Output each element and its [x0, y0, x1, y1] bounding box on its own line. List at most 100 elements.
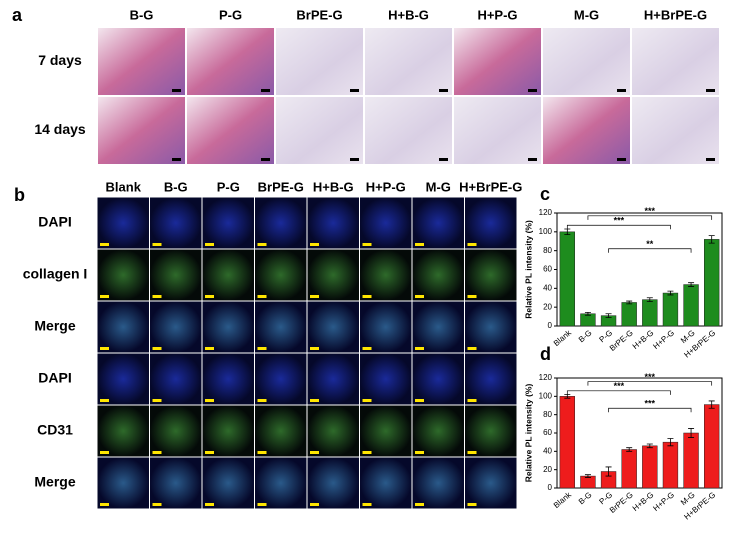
column-header: H+B-G — [313, 179, 354, 194]
fluorescence-image — [150, 197, 202, 249]
y-tick-label: 120 — [539, 208, 553, 217]
fluorescence-image — [255, 197, 307, 249]
scale-bar — [152, 503, 162, 506]
scale-bar — [528, 89, 537, 92]
scale-bar — [415, 243, 424, 246]
bar — [559, 396, 575, 489]
scale-bar — [172, 89, 181, 92]
y-tick-label: 20 — [543, 302, 552, 311]
row-label: Merge — [34, 474, 75, 490]
scale-bar — [310, 503, 319, 506]
scale-bar — [205, 451, 214, 454]
fluorescence-image — [202, 301, 254, 353]
histology-image — [276, 28, 363, 95]
histology-image — [276, 97, 363, 164]
bar — [642, 299, 658, 327]
scale-bar — [528, 158, 537, 161]
x-tick-label: Blank — [552, 328, 574, 348]
y-tick-label: 80 — [543, 410, 552, 419]
scale-bar — [205, 295, 214, 298]
fluorescence-image — [202, 353, 254, 405]
y-tick-label: 120 — [539, 373, 553, 382]
column-header: P-G — [219, 7, 242, 22]
error-bar — [584, 311, 591, 316]
fluorescence-image — [150, 353, 202, 405]
scale-bar — [362, 503, 372, 506]
bar — [662, 292, 679, 327]
scale-bar — [706, 158, 715, 161]
scale-bar — [100, 451, 109, 454]
scale-bar — [362, 295, 372, 298]
scale-bar — [310, 451, 319, 454]
significance-bracket — [608, 248, 692, 253]
fluorescence-image — [360, 353, 412, 405]
scale-bar — [205, 503, 214, 506]
fluorescence-image — [412, 353, 464, 405]
error-bar — [584, 474, 591, 478]
scale-bar — [152, 451, 162, 454]
error-bar — [667, 290, 674, 296]
fluorescence-image — [307, 457, 359, 509]
scale-bar — [617, 89, 626, 92]
y-axis-label: Relative PL intensity (%) — [523, 220, 533, 319]
scale-bar — [415, 347, 424, 350]
significance-bracket — [587, 381, 713, 386]
fluorescence-image — [97, 405, 149, 457]
scale-bar — [100, 243, 109, 246]
fluorescence-image — [97, 197, 149, 249]
fluorescence-image — [150, 249, 202, 301]
significance-bracket — [608, 407, 692, 413]
fluorescence-image — [360, 457, 412, 509]
scale-bar — [152, 295, 162, 298]
fluorescence-image — [150, 405, 202, 457]
error-bar — [605, 466, 612, 477]
scale-bar — [100, 295, 109, 298]
scale-bar — [362, 243, 372, 246]
fluorescence-image — [412, 249, 464, 301]
scale-bar — [415, 399, 424, 402]
fluorescence-image — [360, 197, 412, 249]
column-header: BrPE-G — [296, 7, 342, 22]
scale-bar — [100, 347, 109, 350]
x-tick-label: H+B-G — [631, 328, 656, 351]
y-tick-label: 60 — [543, 428, 552, 437]
histology-image — [187, 28, 274, 95]
bar — [559, 231, 575, 327]
error-bar — [626, 300, 633, 305]
panel-label: b — [14, 185, 25, 205]
bar — [704, 404, 720, 489]
column-header: BrPE-G — [258, 179, 304, 194]
x-tick-label: H+B-G — [631, 490, 656, 513]
histology-image — [543, 97, 630, 164]
scale-bar — [257, 399, 267, 402]
histology-image — [454, 28, 541, 95]
row-label: 14 days — [34, 121, 86, 137]
fluorescence-image — [360, 301, 412, 353]
scale-bar — [310, 243, 319, 246]
bar — [642, 445, 658, 489]
panel-label: c — [540, 184, 550, 204]
significance-bracket — [566, 390, 671, 395]
scale-bar — [362, 347, 372, 350]
column-header: Blank — [106, 179, 142, 194]
y-tick-label: 40 — [543, 446, 552, 455]
y-tick-label: 100 — [539, 391, 553, 400]
scale-bar — [439, 158, 448, 161]
scale-bar — [415, 295, 424, 298]
scale-bar — [617, 158, 626, 161]
scale-bar — [205, 347, 214, 350]
row-label: 7 days — [38, 52, 82, 68]
scale-bar — [350, 158, 359, 161]
y-tick-label: 60 — [543, 265, 552, 274]
scale-bar — [261, 158, 270, 161]
error-bar — [646, 297, 653, 302]
scale-bar — [439, 89, 448, 92]
column-header: H+BrPE-G — [644, 7, 707, 22]
scale-bar — [257, 295, 267, 298]
significance-label: *** — [645, 372, 656, 382]
histology-image — [632, 97, 719, 164]
fluorescence-image — [412, 405, 464, 457]
scale-bar — [257, 347, 267, 350]
scale-bar — [362, 451, 372, 454]
